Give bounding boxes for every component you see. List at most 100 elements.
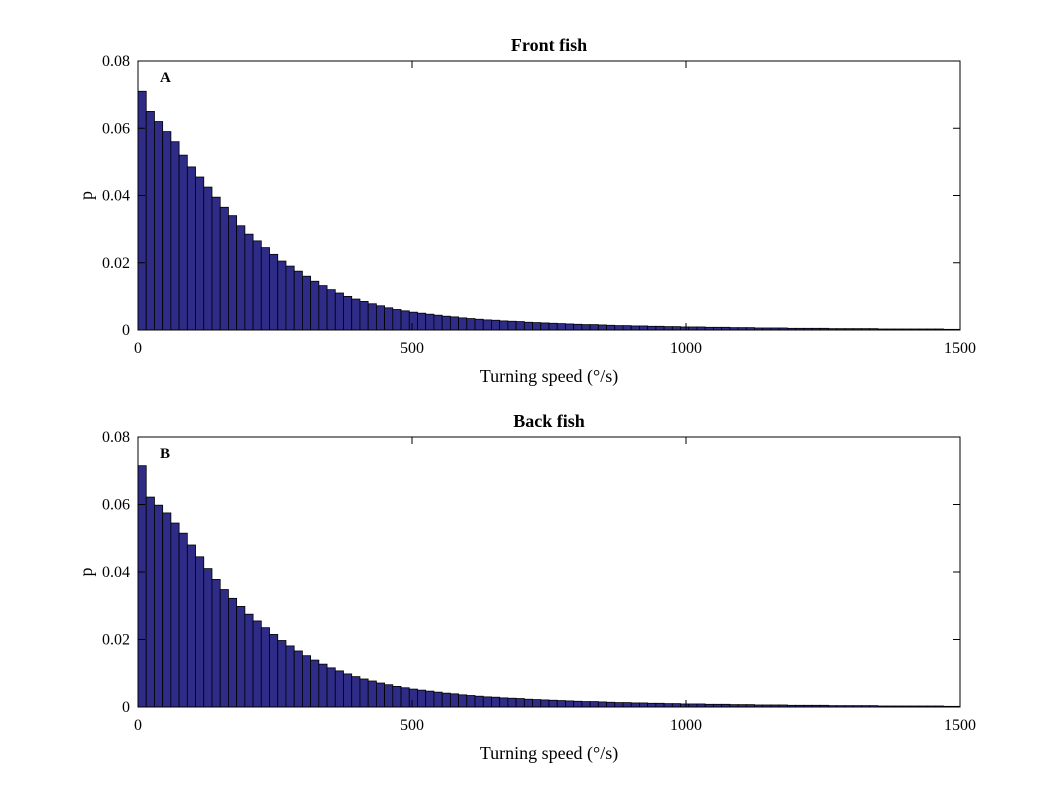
histogram-bar [425,313,435,331]
histogram-bar [170,522,180,708]
histogram-bar [507,697,517,708]
histogram-bar [639,702,649,708]
histogram-bar [573,323,583,331]
histogram-bar [392,309,402,331]
histogram-bar [186,166,196,331]
histogram-bar [589,324,599,331]
histogram-bar [499,697,509,708]
histogram-bar [540,699,550,708]
x-tick-label: 1000 [670,340,702,357]
histogram-bar [614,325,624,331]
histogram-bar [622,702,632,708]
x-axis-label: Turning speed (°/s) [480,366,619,387]
panel-letter: B [160,446,170,462]
histogram-bar [162,131,172,331]
histogram-bar [441,692,451,708]
histogram-bar [145,496,155,708]
histogram-bar [630,325,640,331]
histogram-bar [326,667,336,708]
histogram-bar [565,700,575,708]
histogram-bar [433,691,443,708]
histogram-bar [565,323,575,331]
histogram-bar [630,702,640,708]
histogram-bar [277,260,287,331]
histogram-bar [400,687,410,708]
y-tick-label: 0.06 [102,120,130,137]
histogram-bar [178,154,188,331]
chart-title: Back fish [513,411,585,431]
histogram-bar [458,317,468,331]
histogram-bar [466,318,476,331]
histogram-bar [523,321,533,331]
histogram-bar [351,298,361,331]
histogram-bar [285,265,295,331]
histogram-bar [310,280,320,331]
histogram-bar [589,701,599,708]
histogram-bar [228,597,238,708]
histogram-bar [417,312,427,331]
histogram-bar [203,568,213,708]
y-axis-label: p [76,568,96,577]
y-tick-label: 0.02 [102,632,130,649]
histogram-bar [647,325,657,331]
histogram-bar [318,663,328,708]
histogram-bar [219,589,229,708]
x-tick-label: 1500 [944,340,976,357]
histogram-bar [244,233,254,331]
histogram-bar [581,701,591,708]
histogram-bar [548,322,558,331]
y-tick-label: 0 [122,322,130,339]
histogram-bar [326,289,336,331]
histogram-bar [293,270,303,331]
histogram-bar [285,645,295,708]
histogram-bar [441,315,451,331]
histogram-bar [639,325,649,331]
histogram-bar [334,670,344,708]
histogram-bar [367,303,377,331]
histogram-bar [622,325,632,331]
histogram-bar [548,699,558,708]
histogram-bar [137,465,147,708]
histogram-bar [449,693,459,708]
histogram-bar [244,613,254,708]
y-tick-label: 0.04 [102,188,130,205]
histogram-bar [433,314,443,331]
histogram-bar [252,620,262,708]
histogram-bar [195,556,205,708]
histogram-bar [400,310,410,331]
histogram-bar [375,305,386,331]
histogram-bar [301,655,312,708]
histogram-bar [195,176,205,331]
histogram-bar [425,690,435,708]
bars [137,465,961,708]
histogram-bar [392,686,402,708]
histogram-bar [474,695,484,708]
histogram-bar [556,323,566,331]
histogram-bar [556,700,566,708]
histogram-bar [293,650,303,708]
histogram-bar [515,321,525,331]
panel-letter: A [160,70,171,86]
y-tick-label: 0.08 [102,429,130,446]
x-tick-label: 500 [400,717,424,734]
histogram-bar [334,292,344,331]
histogram-bar [573,700,583,708]
histogram-bar [351,676,361,708]
histogram-bar [260,627,270,708]
histogram-bar [663,326,673,331]
histogram-bar [301,275,312,331]
histogram-bar [499,320,509,331]
histogram-bar [343,295,353,331]
histogram-bar [408,688,418,708]
y-tick-label: 0.06 [102,497,130,514]
histogram-bar [170,141,180,331]
histogram-bar [269,634,279,708]
histogram-bar [384,684,394,708]
histogram-bar [408,311,418,331]
histogram-bar [359,678,369,708]
histogram-bar [186,544,196,708]
histogram-bar [540,322,550,331]
x-tick-label: 0 [134,717,142,734]
histogram-bar [482,696,492,708]
